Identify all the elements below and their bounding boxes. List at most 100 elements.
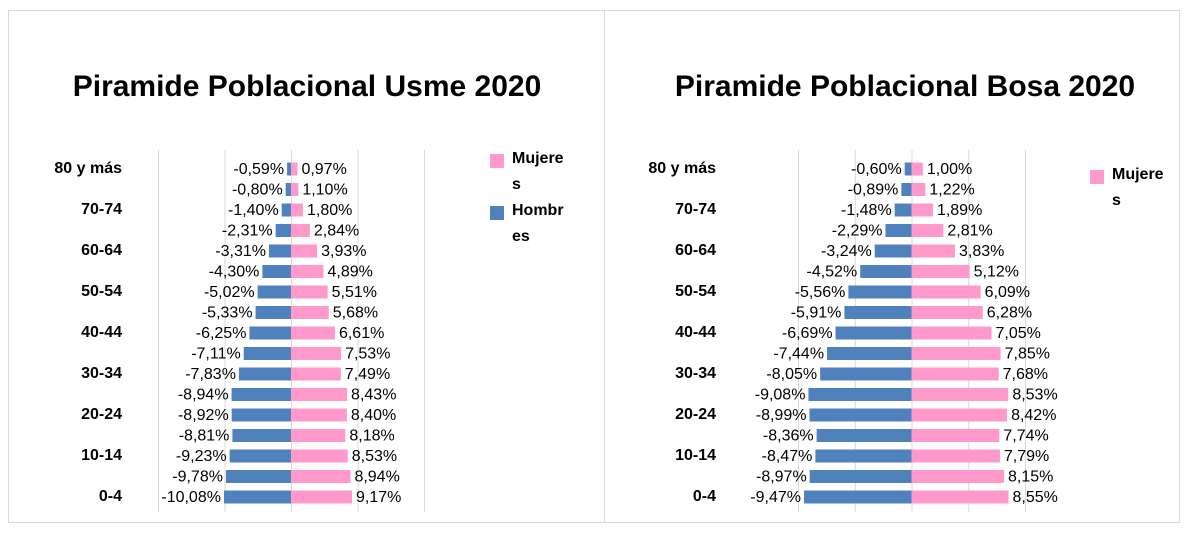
value-label: 8,94% [354,469,399,486]
value-label: 4,89% [328,264,373,281]
value-label: -9,08% [755,387,806,404]
value-label: -4,30% [209,264,260,281]
value-label: -8,97% [756,469,807,486]
value-label: 2,84% [314,223,359,240]
value-label: 1,89% [937,202,982,219]
bar [860,265,912,278]
bar [223,490,291,504]
bar [894,203,912,217]
frame [8,10,1180,523]
bar [809,408,912,422]
value-label: 7,85% [1005,346,1050,363]
value-label: -4,52% [806,264,857,281]
category-label: 60-64 [81,242,122,259]
value-label: -8,36% [763,428,814,445]
value-label: -7,44% [773,346,824,363]
value-label: 1,10% [302,182,347,199]
bar [911,203,933,217]
value-label: -5,56% [795,284,846,301]
value-label: 9,17% [356,489,401,506]
legend-item: Mujeres [1090,162,1170,214]
category-label: 30-34 [675,365,716,382]
bar [291,408,347,422]
bar [268,244,291,258]
bar [911,183,926,196]
bar [291,347,342,360]
value-label: 7,74% [1003,428,1048,445]
bar [231,408,291,422]
value-label: -9,47% [750,489,801,506]
bar [291,367,341,381]
value-label: -8,81% [179,428,230,445]
bar [291,203,303,217]
value-label: 7,05% [996,325,1041,342]
category-label: 10-14 [675,447,716,464]
bar [911,429,1000,442]
bar [901,183,912,196]
category-label: 60-64 [675,242,716,259]
bar [911,306,983,319]
bar [291,470,351,483]
bar [808,388,912,401]
value-label: 5,12% [974,264,1019,281]
value-label: 0,97% [301,161,346,178]
value-label: -8,92% [178,407,229,424]
legend-label: Mujeres [512,150,564,193]
bar [911,244,955,258]
bar [911,470,1005,483]
value-label: 6,61% [339,325,384,342]
value-label: -6,69% [782,325,833,342]
value-label: -9,78% [172,469,223,486]
bar [911,326,992,340]
bar [262,265,291,278]
value-label: 7,68% [1003,366,1048,383]
bar [291,183,299,196]
chart-title: Piramide Poblacional Usme 2020 [72,70,542,103]
bar [874,244,912,258]
bar [911,490,1009,504]
bar [848,285,912,299]
bar [238,367,291,381]
bar [291,449,348,463]
legend-item: Mujeres [490,146,570,198]
value-label: 8,55% [1013,489,1058,506]
bar [815,449,912,463]
value-label: 7,53% [345,346,390,363]
value-label: -7,11% [191,346,241,363]
value-label: 8,42% [1011,407,1056,424]
value-label: 3,93% [321,243,366,260]
legend-swatch [1090,170,1104,184]
bar [249,326,291,340]
bar [291,490,352,504]
bar [285,183,291,196]
chart-title: Piramide Poblacional Bosa 2020 [674,70,1136,103]
bar [255,306,291,319]
bar [911,265,970,278]
value-label: 6,28% [987,305,1032,322]
category-label: 0-4 [693,488,716,505]
bar [809,470,912,483]
value-label: 7,79% [1004,448,1049,465]
category-label: 20-24 [81,406,122,423]
value-label: 3,83% [959,243,1004,260]
bar [820,367,912,381]
value-label: -8,47% [762,448,813,465]
bar [911,367,999,381]
bar [816,429,912,442]
bar [911,162,923,176]
value-label: 8,40% [351,407,396,424]
legend-item: Hombres [490,198,570,250]
value-label: 8,43% [351,387,396,404]
category-label: 70-74 [81,201,122,218]
value-label: 2,81% [947,223,992,240]
bar [243,347,291,360]
bar [275,224,291,237]
bar [904,162,912,176]
value-label: 6,09% [985,284,1030,301]
bar [232,429,291,442]
value-label: -8,99% [756,407,807,424]
value-label: 8,18% [349,428,394,445]
bar [911,347,1001,360]
